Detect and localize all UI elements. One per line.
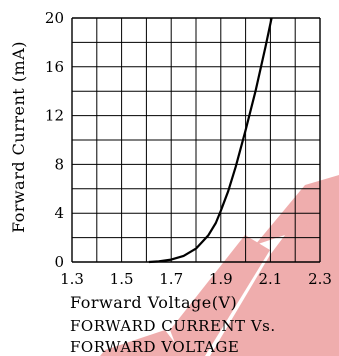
caption-line-1: FORWARD CURRENT Vs. (70, 317, 276, 335)
watermark-logo (100, 175, 339, 356)
x-tick-label: 2.1 (258, 270, 282, 288)
x-tick-label: 1.7 (159, 270, 183, 288)
series-line (148, 17, 273, 264)
y-tick-label: 16 (45, 58, 64, 76)
y-tick-label: 8 (54, 155, 64, 173)
x-tick-label: 2.3 (308, 270, 332, 288)
x-tick-label: 1.3 (60, 270, 84, 288)
caption-line-2: FORWARD VOLTAGE (70, 338, 239, 356)
y-tick-label: 12 (45, 107, 64, 125)
y-axis-label: Forward Current (mA) (9, 41, 28, 233)
y-tick-label: 4 (54, 204, 64, 222)
series-layer (148, 17, 273, 264)
y-tick-label: 0 (54, 253, 64, 271)
tick-labels: 1.3 1.5 1.7 1.9 2.1 2.3 0 4 8 12 16 20 (45, 9, 332, 288)
y-tick-label: 20 (45, 9, 64, 27)
x-tick-label: 1.5 (110, 270, 134, 288)
x-axis-label: Forward Voltage(V) (70, 293, 237, 312)
x-tick-label: 1.9 (209, 270, 233, 288)
chart-grid (71, 17, 321, 263)
